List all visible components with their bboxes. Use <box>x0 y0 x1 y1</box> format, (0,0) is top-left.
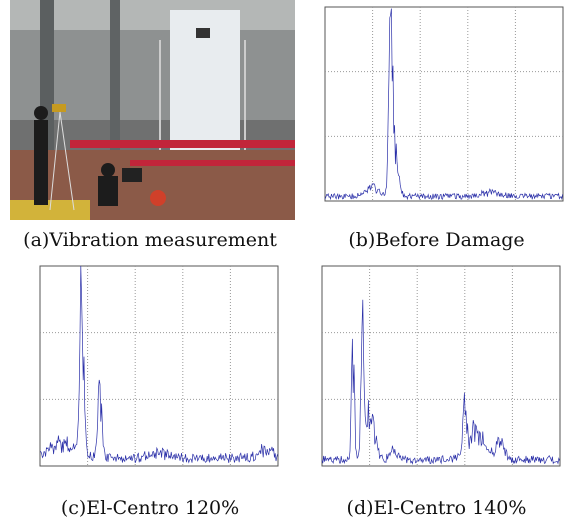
plot-frame <box>324 6 564 202</box>
spectrum-plot <box>321 265 561 467</box>
plot-frame <box>39 265 279 467</box>
spectrum-line <box>324 8 563 201</box>
plot-frame <box>321 265 561 467</box>
spectrum-plot <box>324 6 564 202</box>
spectrum-plot <box>39 265 279 467</box>
spectrum-line <box>39 265 278 464</box>
caption: (c)El-Centro 120% <box>60 497 240 519</box>
caption: (a)Vibration measurement <box>23 229 277 251</box>
caption: (b)Before Damage <box>348 229 525 251</box>
caption: (d)El-Centro 140% <box>346 497 527 519</box>
spectrum-line <box>321 299 560 465</box>
photo <box>10 0 295 220</box>
